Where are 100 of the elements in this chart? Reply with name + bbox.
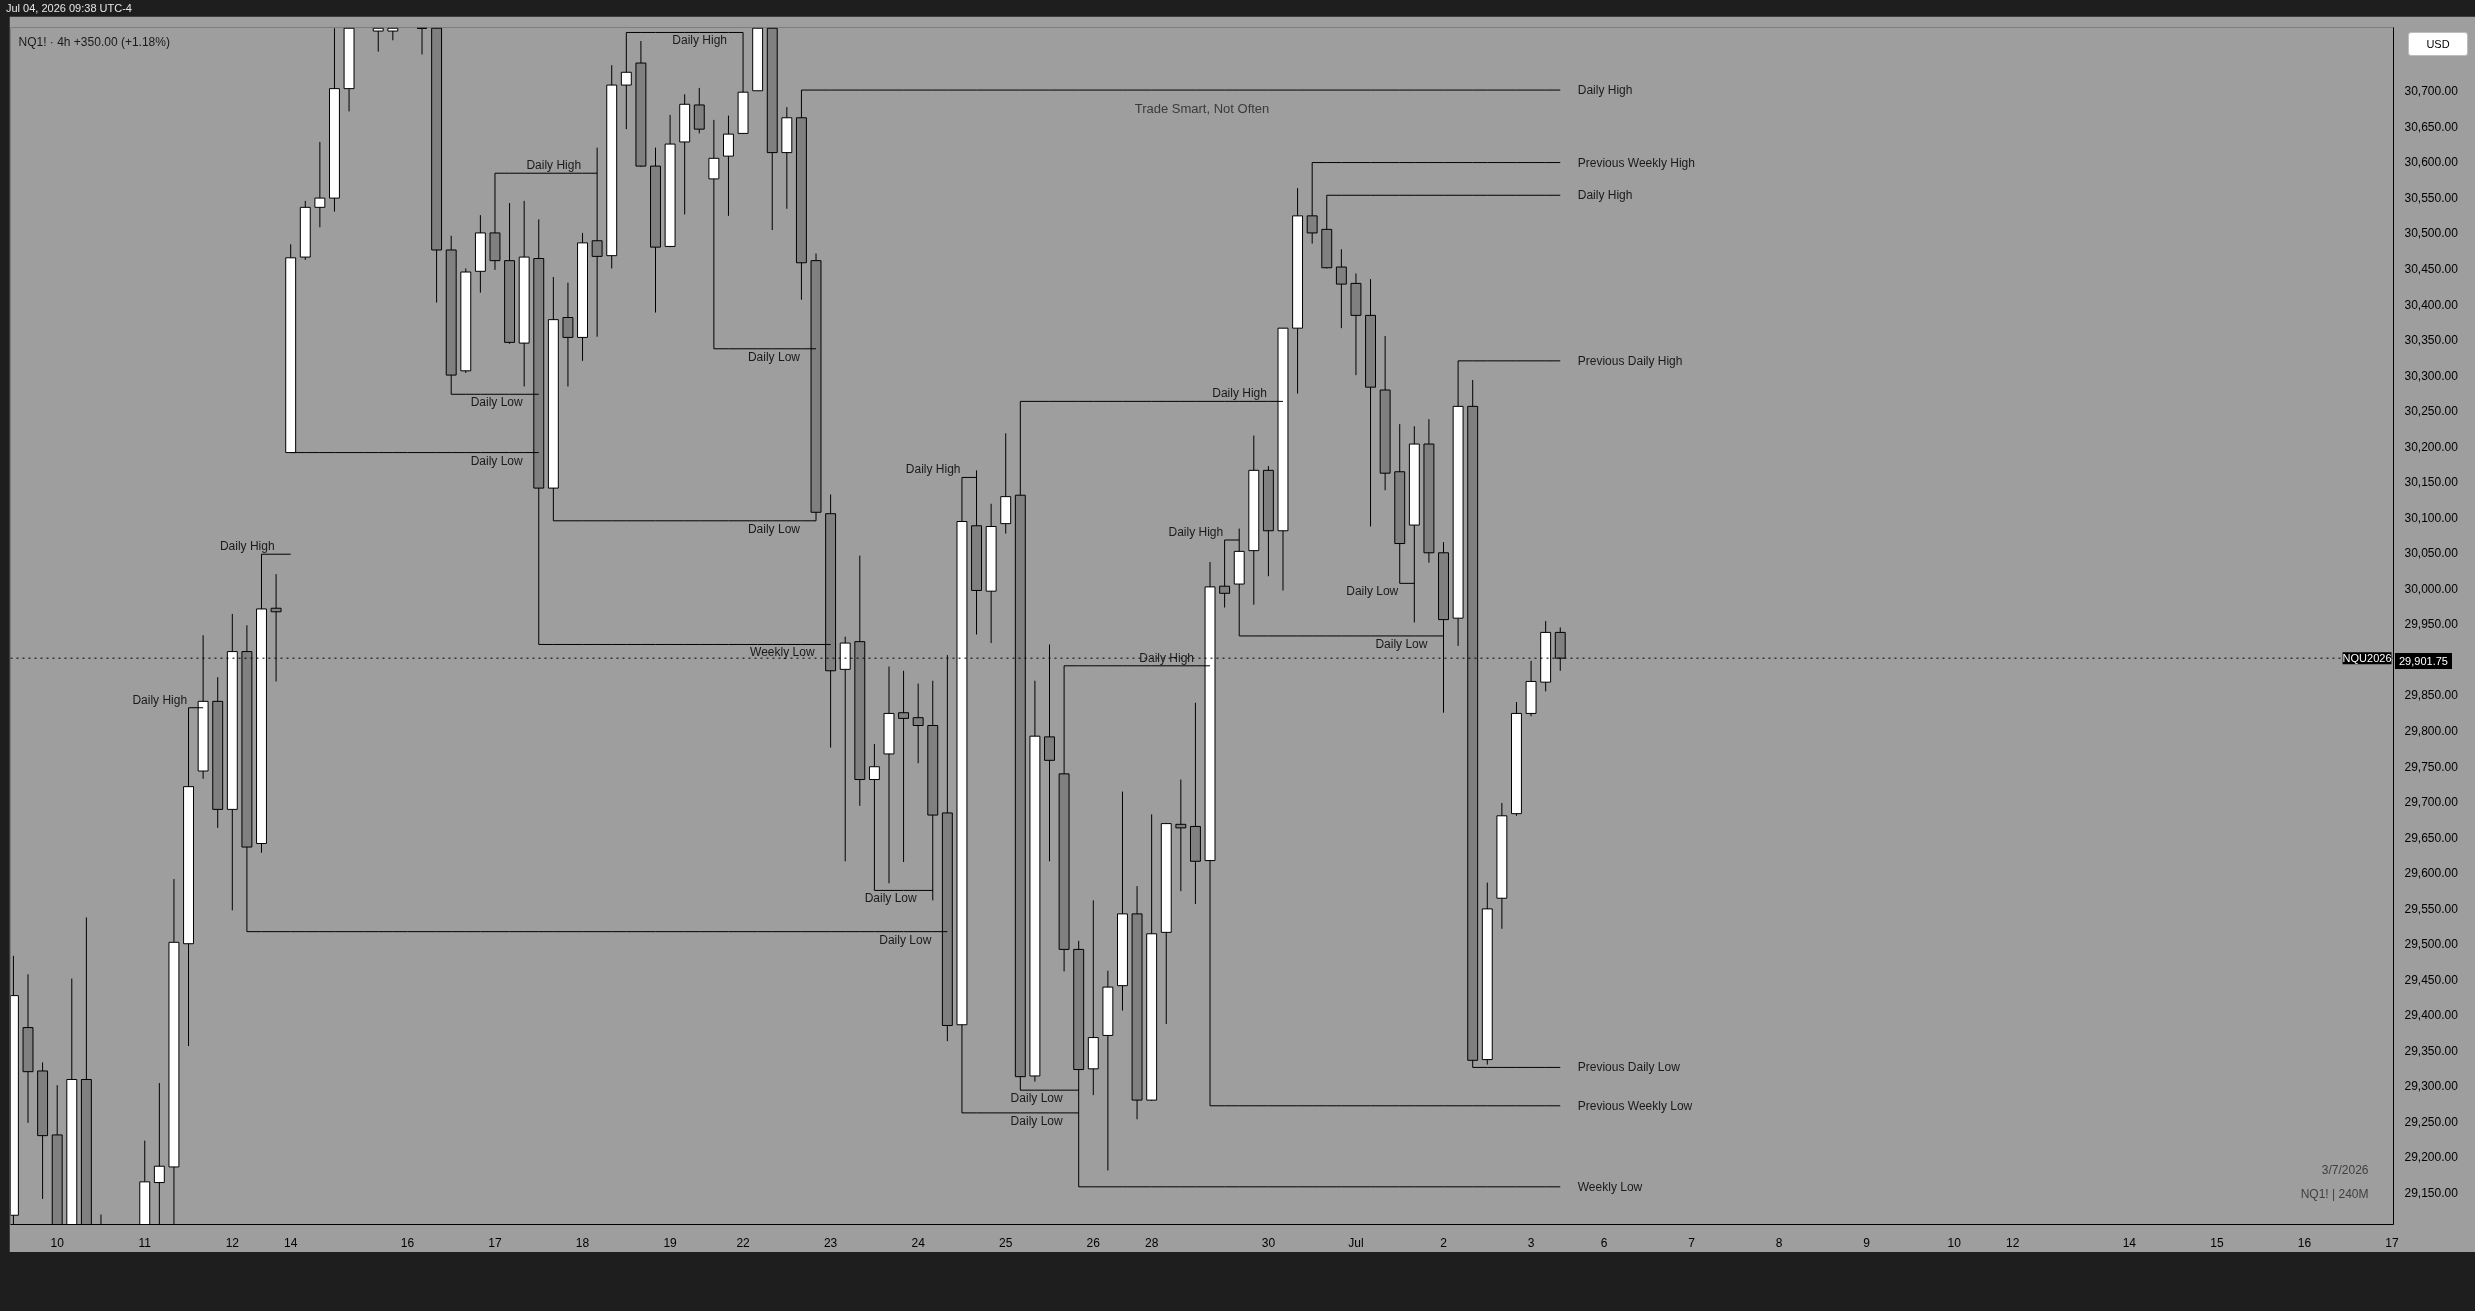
series-label: Daily High: [1139, 650, 1194, 665]
y-tick-label: 29,750.00: [2404, 759, 2459, 774]
y-tick-label: 29,350.00: [2404, 1043, 2459, 1058]
x-tick-label: 8: [1775, 1235, 1783, 1250]
x-tick-label: 12: [2005, 1235, 2020, 1250]
x-tick-label: 16: [400, 1235, 415, 1250]
x-tick-label: 19: [663, 1235, 678, 1250]
y-tick-label: 30,250.00: [2404, 404, 2459, 419]
ref-line-label: NQU2026: [2342, 652, 2392, 665]
y-tick-label: 30,550.00: [2404, 190, 2459, 205]
series-label: Daily High: [1168, 524, 1224, 539]
series-label: Daily High: [672, 33, 728, 48]
y-tick-label: 29,300.00: [2404, 1079, 2459, 1094]
y-tick-label: 29,850.00: [2404, 688, 2459, 703]
series-label: Daily Low: [864, 891, 918, 906]
x-tick-label: 30: [1261, 1235, 1276, 1250]
text: Jul 04, 2026 09:38 UTC-4: [5, 1, 132, 16]
series-label: Daily High: [1577, 83, 1633, 98]
candlestick: [372, 27, 384, 53]
y-tick-label: 30,500.00: [2404, 226, 2459, 241]
x-tick-label: 16: [2297, 1235, 2312, 1250]
text: Trade Smart, Not Often: [1134, 101, 1270, 116]
x-tick-label: 14: [2122, 1235, 2137, 1250]
y-tick-label: 30,400.00: [2404, 297, 2459, 312]
y-tick-label: 29,200.00: [2404, 1150, 2459, 1165]
series-label: Daily Low: [747, 521, 801, 536]
x-tick-label: 9: [1863, 1235, 1871, 1250]
series-label: Daily High: [1577, 188, 1633, 203]
series-label: Daily High: [132, 692, 188, 707]
y-tick-label: 29,600.00: [2404, 866, 2459, 881]
y-tick-label: 30,350.00: [2404, 333, 2459, 348]
x-tick-label: 28: [1144, 1235, 1159, 1250]
y-tick-label: 30,650.00: [2404, 119, 2459, 134]
y-tick-label: 29,700.00: [2404, 795, 2459, 810]
y-tick-label: 29,800.00: [2404, 723, 2459, 738]
series-label: Daily Low: [1010, 1113, 1063, 1128]
y-tick-label: 29,250.00: [2404, 1114, 2459, 1129]
x-tick-label: 2: [1440, 1235, 1448, 1250]
x-tick-label: 17: [488, 1235, 502, 1250]
x-tick-label: 11: [138, 1235, 152, 1250]
series-label: Weekly Low: [750, 645, 815, 660]
series-label: Previous Daily High: [1577, 353, 1683, 368]
x-tick-label: 14: [284, 1235, 298, 1250]
x-tick-label: 15: [2210, 1235, 2224, 1250]
x-tick-label: 12: [225, 1235, 240, 1250]
series-label: Daily High: [1212, 386, 1267, 401]
x-tick-label: 10: [1947, 1235, 1962, 1250]
x-tick-label: 18: [575, 1235, 590, 1250]
series-label: Daily Low: [879, 932, 932, 947]
x-tick-label: 24: [911, 1235, 926, 1250]
y-tick-label: 29,950.00: [2404, 617, 2459, 632]
series-label: Previous Weekly Low: [1577, 1098, 1693, 1113]
series-label: Daily Low: [1375, 636, 1428, 651]
candlestick: [898, 670, 910, 863]
y-tick-label: 30,200.00: [2404, 439, 2459, 454]
x-tick-label: 23: [823, 1235, 838, 1250]
candlestick: [314, 141, 326, 228]
y-tick-label: 30,700.00: [2404, 84, 2459, 99]
x-tick-label: 22: [736, 1235, 751, 1250]
text: USD: [2408, 32, 2468, 56]
y-tick-label: 30,050.00: [2404, 546, 2459, 561]
y-tick-label: 30,150.00: [2404, 475, 2459, 490]
y-tick-label: 29,150.00: [2404, 1186, 2459, 1201]
candlestick: [723, 115, 734, 217]
series-label: Daily Low: [1346, 584, 1399, 599]
series-label: Daily High: [526, 158, 582, 173]
y-tick-label: 30,450.00: [2404, 261, 2459, 276]
annotation: NQ1! · 4h +350.00 (+1.18%): [18, 34, 170, 49]
text: 29,901.75: [2395, 653, 2452, 669]
candlestick: [912, 683, 924, 764]
series-label: Previous Weekly High: [1577, 155, 1695, 170]
y-tick-label: 29,650.00: [2404, 830, 2459, 845]
series-label: Daily High: [219, 539, 275, 554]
y-tick-label: 29,550.00: [2404, 901, 2459, 916]
annotation: NQ1! | 240M: [2300, 1186, 2369, 1201]
x-tick-label: 3: [1527, 1235, 1535, 1250]
series-label: Daily Low: [470, 395, 524, 410]
x-tick-label: 17: [2385, 1235, 2400, 1250]
x-tick-label: Jul: [1348, 1235, 1364, 1250]
candlestick: [1335, 248, 1347, 329]
y-tick-label: 30,600.00: [2404, 155, 2459, 170]
annotation: 3/7/2026: [2321, 1162, 2369, 1177]
y-tick-label: 30,100.00: [2404, 510, 2459, 525]
series-label: Daily Low: [747, 349, 801, 364]
y-tick-label: 29,500.00: [2404, 937, 2459, 952]
y-tick-label: 30,300.00: [2404, 368, 2459, 383]
x-tick-label: 10: [50, 1235, 65, 1250]
y-tick-label: 30,000.00: [2404, 581, 2459, 596]
candlestick: [562, 282, 574, 387]
series-label: Daily Low: [470, 453, 524, 468]
x-tick-label: 26: [1086, 1235, 1101, 1250]
x-tick-label: 25: [999, 1235, 1013, 1250]
candlestick: [416, 27, 428, 56]
x-tick-label: 7: [1688, 1235, 1696, 1250]
y-tick-label: 29,400.00: [2404, 1008, 2459, 1023]
x-tick-label: 6: [1600, 1235, 1608, 1250]
series-label: Daily High: [905, 462, 961, 477]
candlestick: [1175, 779, 1187, 892]
series-label: Previous Daily Low: [1577, 1060, 1681, 1075]
series-label: Weekly Low: [1577, 1179, 1643, 1194]
